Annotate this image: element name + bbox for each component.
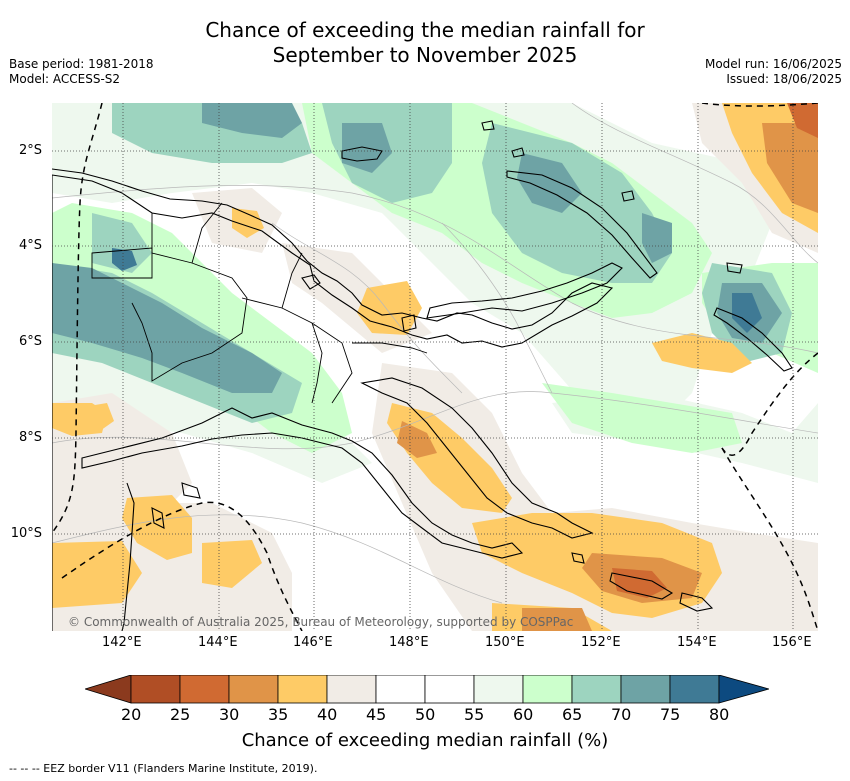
lon-label: 146°E — [293, 635, 333, 650]
manus-coastline — [341, 146, 383, 162]
colorbar-b20-25 — [130, 675, 181, 704]
colorbar-tick: 30 — [219, 705, 240, 724]
model-run-text: Model run: 16/06/2025 — [704, 57, 842, 71]
colorbar-tick: 35 — [268, 705, 289, 724]
lat-label: 8°S — [18, 430, 42, 445]
run-info: Model run: 16/06/2025 Issued: 18/06/2025 — [705, 57, 842, 87]
lon-label: 156°E — [772, 635, 812, 650]
new-guinea-coastline — [52, 168, 614, 348]
base-period-text: Base period: 1981-2018 — [9, 57, 154, 71]
lon-label: 154°E — [677, 635, 717, 650]
southern-coastline — [81, 407, 524, 559]
colorbar-tick: 45 — [366, 705, 387, 724]
colorbar-tick: 75 — [660, 705, 681, 724]
colorbar-tick: 65 — [562, 705, 583, 724]
colorbar-b40-45 — [326, 675, 377, 704]
colorbar-b50-55 — [424, 675, 475, 704]
title-line-2: September to November 2025 — [272, 43, 578, 67]
colorbar-b65-70 — [571, 675, 622, 704]
latitude-axis: 2°S 4°S 6°S 8°S 10°S — [0, 103, 48, 631]
bougainville-coastline — [713, 307, 793, 372]
band-75-80 — [112, 248, 762, 333]
lon-label: 142°E — [102, 635, 142, 650]
colorbar-title: Chance of exceeding median rainfall (%) — [241, 730, 609, 751]
new-britain-coastline — [426, 262, 623, 319]
colorbar-tick: 50 — [415, 705, 436, 724]
colorbar-ticks: 20 25 30 35 40 45 50 55 60 65 70 75 80 — [85, 705, 785, 727]
colorbar-tick: 40 — [317, 705, 338, 724]
colorbar-b25-30 — [179, 675, 230, 704]
new-ireland-coastline — [506, 170, 658, 279]
lat-label: 4°S — [18, 238, 42, 253]
graticule — [52, 103, 818, 631]
colorbar-tick: 20 — [121, 705, 142, 724]
lon-label: 150°E — [485, 635, 525, 650]
colorbar-tick: 70 — [611, 705, 632, 724]
papuan-peninsula-coastline — [360, 377, 594, 539]
rainfall-outlook-map: 2°S © Commonwealth of Australia 2025, Bu… — [52, 103, 818, 631]
model-name-text: Model: ACCESS-S2 — [9, 72, 121, 86]
colorbar-b30-35 — [228, 675, 279, 704]
colorbar-b45-50 — [375, 675, 426, 704]
lon-label: 148°E — [389, 635, 429, 650]
model-info: Base period: 1981-2018 Model: ACCESS-S2 — [9, 57, 154, 87]
colorbar-b75-80 — [669, 675, 720, 704]
colorbar-tick: 80 — [709, 705, 730, 724]
coastlines — [52, 120, 793, 631]
colorbar-b60-65 — [522, 675, 573, 704]
lon-label: 144°E — [198, 635, 238, 650]
lat-label: 10°S — [10, 526, 42, 541]
colorbar — [85, 675, 769, 704]
colorbar-b70-75 — [620, 675, 671, 704]
longitude-axis: 142°E 144°E 146°E 148°E 150°E 152°E 154°… — [52, 635, 822, 655]
colorbar-tick: 55 — [464, 705, 485, 724]
eez-borders — [52, 103, 818, 631]
copyright-text: © Commonwealth of Australia 2025, Bureau… — [68, 615, 573, 629]
lat-label: 6°S — [18, 334, 42, 349]
colorbar-b55-60 — [473, 675, 524, 704]
colorbar-tick: 25 — [170, 705, 191, 724]
colorbar-lt20 — [85, 675, 132, 704]
issued-text: Issued: 18/06/2025 — [726, 72, 842, 86]
colorbar-tick: 60 — [513, 705, 534, 724]
colorbar-b35-40 — [277, 675, 328, 704]
cape-york-coastline — [121, 482, 135, 631]
eez-legend-footer: -- -- -- EEZ border V11 (Flanders Marine… — [9, 762, 318, 775]
lon-label: 152°E — [581, 635, 621, 650]
chart-title: Chance of exceeding the median rainfall … — [0, 18, 850, 68]
title-line-1: Chance of exceeding the median rainfall … — [205, 18, 645, 42]
colorbar-gt80 — [718, 675, 769, 704]
lat-label: 2°S — [18, 143, 42, 158]
province-borders — [91, 202, 428, 404]
